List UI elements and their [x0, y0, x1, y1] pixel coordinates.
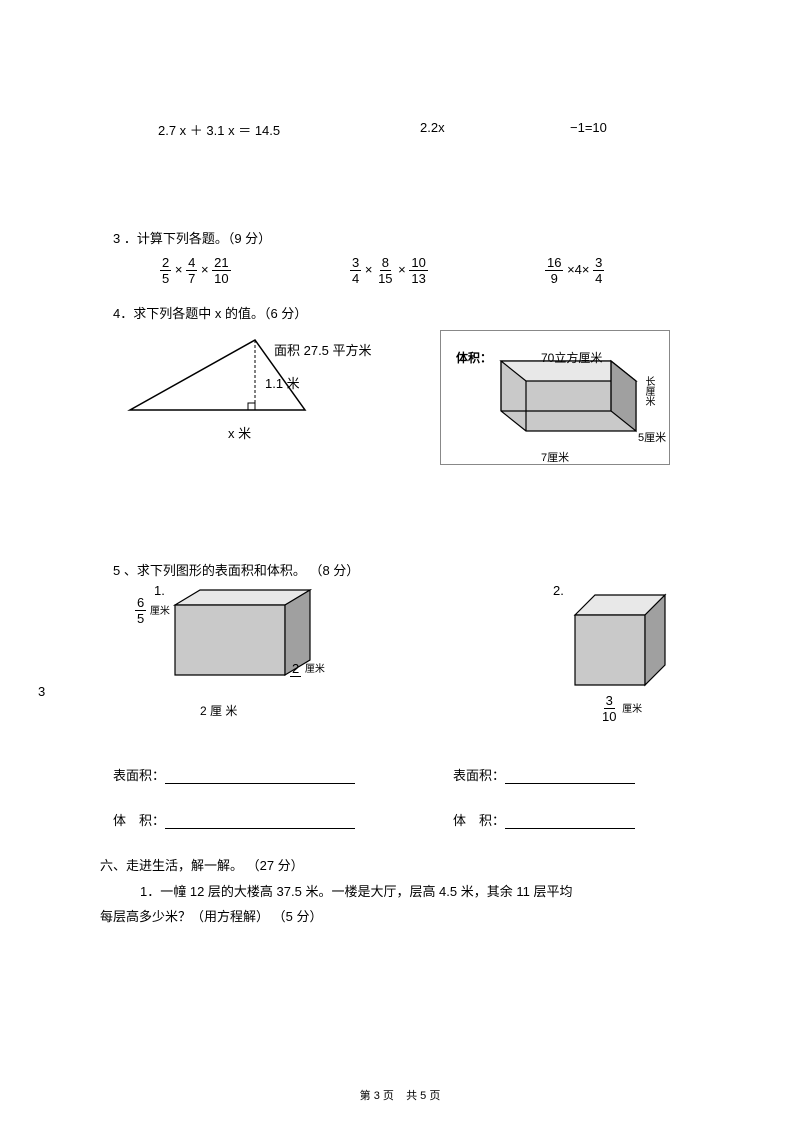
triangle-area: 面积 27.5 平方米 — [274, 340, 372, 359]
vol2-label: 体 积： — [453, 810, 635, 829]
q6-p1b: 每层高多少米？（用方程解） （5 分） — [100, 905, 322, 928]
triangle-height: 1.1 米 — [265, 373, 300, 392]
vol1-label: 体 积： — [113, 810, 355, 829]
q3-expr-1: 25 × 47 × 2110 — [160, 255, 231, 286]
q6-p1: 1．一幢 12 层的大楼高 37.5 米。一楼是大厅，层高 4.5 米，其余 1… — [140, 880, 572, 903]
q4-label: 4．求下列各题中 x 的值。（6 分） — [113, 303, 307, 322]
shape1-d: 2 厘 米 — [200, 702, 237, 719]
shape2-num: 2. — [553, 583, 564, 598]
page: 2.7 x ＋ 3.1 x ＝ 14.5 2.2x −1=10 3 ．计算下列各… — [0, 0, 800, 1133]
cuboid-frame: 体积： 70立方厘米 长厘米 5厘米 7厘米 — [440, 330, 670, 465]
shape1-left3: 3 — [38, 684, 45, 699]
equation-2: 2.2x — [420, 120, 445, 135]
sa2-label: 表面积： — [453, 765, 635, 784]
shape1-svg — [170, 585, 330, 695]
q3-expr-3: 169 ×4× 34 — [545, 255, 604, 286]
sa1-label: 表面积： — [113, 765, 355, 784]
shape1-h: 65 厘米 — [135, 595, 170, 626]
shape2-side: 310 厘米 — [600, 693, 642, 724]
cuboid-length: 7厘米 — [541, 449, 569, 465]
triangle-base: x 米 — [228, 423, 251, 442]
cuboid-side: 5厘米 — [638, 429, 666, 445]
shape2-svg — [570, 590, 690, 705]
cuboid-h: 长厘米 — [641, 376, 656, 406]
cuboid-vol: 70立方厘米 — [541, 349, 602, 366]
q6-label: 六、走进生活，解一解。 （27 分） — [100, 855, 304, 874]
q5-label: 5 、求下列图形的表面积和体积。 （8 分） — [113, 560, 359, 579]
equation-1: 2.7 x ＋ 3.1 x ＝ 14.5 — [158, 120, 280, 139]
equation-3: −1=10 — [570, 120, 607, 135]
shape1-w: 2 厘米 — [290, 660, 325, 677]
page-footer: 第 3 页 共 5 页 — [0, 1087, 800, 1103]
q3-expr-2: 34 × 815 × 1013 — [350, 255, 428, 286]
q3-label: 3 ．计算下列各题。（9 分） — [113, 228, 271, 247]
cuboid-vol-label: 体积： — [456, 349, 492, 366]
